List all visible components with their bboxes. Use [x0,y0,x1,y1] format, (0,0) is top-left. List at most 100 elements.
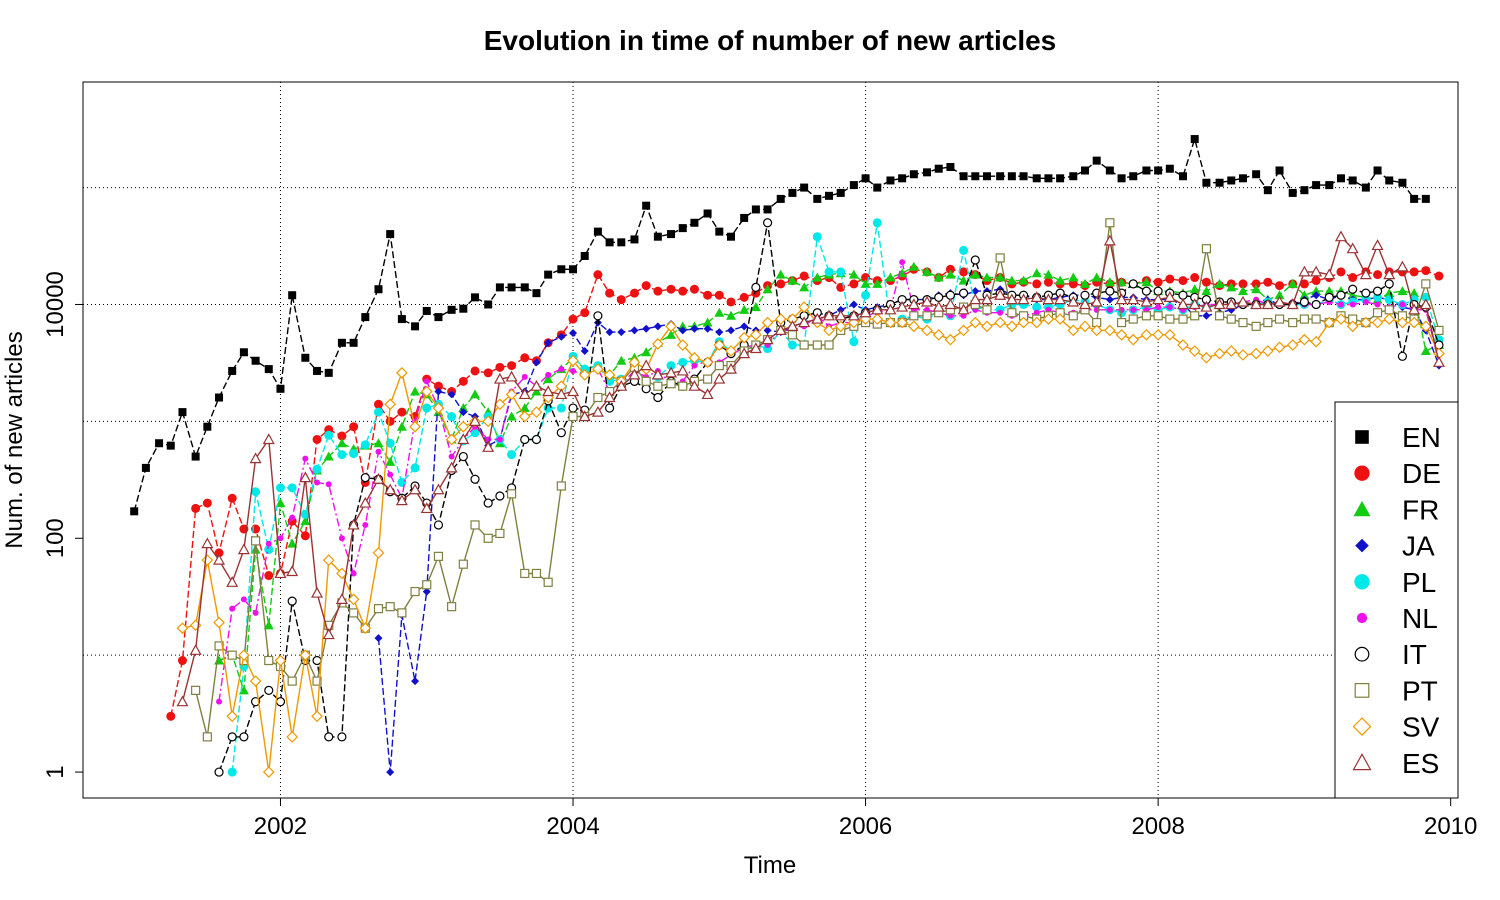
data-point [1421,279,1431,289]
data-point [688,351,701,364]
data-point [484,300,493,309]
data-point [191,503,201,513]
data-point [776,194,785,203]
data-point [945,269,956,279]
data-point [691,362,698,369]
data-point [800,183,809,192]
data-point [286,731,299,743]
data-point [556,428,566,438]
data-point [578,369,591,381]
data-point [715,227,724,236]
data-point [264,571,274,581]
data-point [1385,176,1394,185]
data-point [483,498,493,508]
data-point [884,316,897,329]
data-point [1336,174,1345,183]
data-point [1337,301,1344,308]
data-point [1238,317,1248,328]
data-point [495,491,505,501]
data-point [1154,166,1163,175]
data-point [1067,324,1080,337]
data-point [1348,176,1357,185]
x-tick-label: 2008 [1131,813,1184,840]
legend-label: JA [1402,531,1435,562]
data-point [544,270,553,279]
data-point [349,338,358,347]
legend-label: SV [1402,712,1440,743]
data-point [1336,290,1346,300]
data-point [445,461,458,473]
data-point [1362,298,1369,305]
data-point [605,328,614,337]
data-point [799,271,809,281]
data-point [349,608,359,618]
data-point [397,477,407,487]
data-point [1408,303,1421,315]
data-point [543,577,553,587]
data-point [724,362,738,374]
data-point [447,305,456,314]
data-point [750,302,761,312]
data-point [482,441,495,452]
data-point [1117,174,1126,183]
data-point [1275,166,1284,175]
data-point [1141,286,1152,296]
data-point [1384,305,1394,315]
data-point [322,554,335,566]
data-point [1068,311,1078,321]
data-point [1286,339,1299,351]
data-point [360,473,370,483]
data-point [251,356,260,365]
legend-marker [1354,646,1370,662]
data-point [177,656,187,666]
data-point [641,347,652,357]
data-point [264,365,273,374]
data-point [1042,313,1055,325]
data-point [1374,301,1381,308]
data-point [568,411,578,422]
data-point [531,386,542,396]
data-point [825,191,834,200]
data-point [593,318,602,327]
data-point [470,366,480,376]
data-point [1348,284,1358,294]
data-point [312,464,322,474]
data-point [605,238,614,247]
data-point [1130,306,1137,313]
data-point [958,275,969,285]
data-point [981,272,992,282]
data-point [226,576,239,587]
data-point [1434,325,1444,336]
data-point [740,213,749,222]
data-point [787,275,798,285]
data-point [384,398,397,411]
legend-label: EN [1402,422,1441,453]
data-point [1299,279,1309,289]
data-point [1142,166,1151,175]
data-point [410,386,421,396]
data-point [556,481,566,491]
data-point [703,324,712,333]
data-point [505,370,518,382]
legend-box [1334,401,1459,799]
data-point [677,321,688,331]
data-point [1115,293,1128,305]
data-point [396,421,407,431]
data-point [1226,282,1237,292]
data-point [1032,302,1042,312]
data-point [1361,183,1370,192]
data-point [458,403,469,413]
data-point [300,531,310,541]
data-point [922,311,932,321]
y-tick-label: 10000 [42,271,69,338]
data-point [1079,278,1090,288]
data-point [847,309,860,321]
data-point [899,259,906,266]
data-point [1152,293,1165,305]
data-point [336,438,347,448]
data-point [470,520,480,530]
data-point [493,372,506,384]
data-point [1432,356,1446,367]
data-point [1178,290,1188,300]
y-axis-label: Num. of new articles [1,331,28,548]
